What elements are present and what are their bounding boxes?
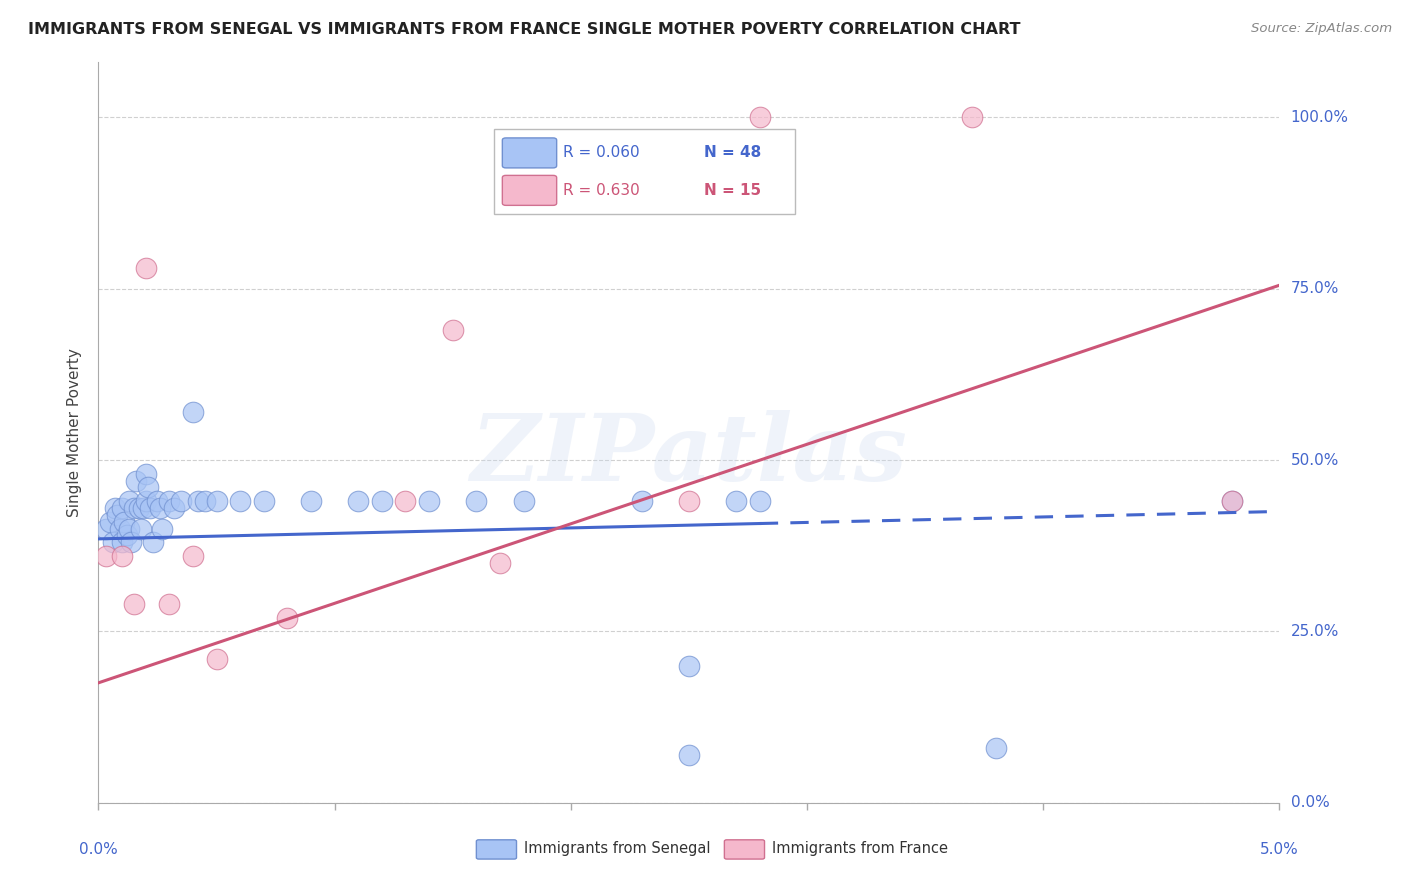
- Point: [678, 494, 700, 508]
- Text: Immigrants from France: Immigrants from France: [772, 841, 948, 856]
- Point: [108, 522, 131, 536]
- Point: [132, 501, 155, 516]
- Point: [157, 597, 180, 611]
- Point: [118, 522, 141, 536]
- Point: [146, 494, 169, 508]
- Point: [101, 535, 124, 549]
- Point: [170, 494, 193, 508]
- Point: [1220, 494, 1243, 508]
- Point: [748, 110, 770, 124]
- Text: R = 0.060: R = 0.060: [562, 145, 640, 161]
- Point: [149, 501, 172, 516]
- Point: [105, 508, 128, 522]
- Point: [347, 494, 370, 508]
- Point: [118, 494, 141, 508]
- Text: 75.0%: 75.0%: [1291, 281, 1339, 296]
- Text: 0.0%: 0.0%: [79, 842, 118, 856]
- Point: [111, 535, 134, 549]
- FancyBboxPatch shape: [724, 840, 765, 859]
- Point: [276, 610, 298, 624]
- Point: [111, 501, 134, 516]
- FancyBboxPatch shape: [502, 138, 557, 168]
- Text: 0.0%: 0.0%: [1291, 796, 1329, 810]
- Point: [150, 522, 173, 536]
- Point: [163, 501, 186, 516]
- Point: [253, 494, 276, 508]
- Point: [157, 494, 180, 508]
- Point: [984, 741, 1007, 756]
- Text: Immigrants from Senegal: Immigrants from Senegal: [523, 841, 710, 856]
- Point: [394, 494, 416, 508]
- Point: [94, 522, 117, 536]
- Point: [125, 474, 148, 488]
- Text: IMMIGRANTS FROM SENEGAL VS IMMIGRANTS FROM FRANCE SINGLE MOTHER POVERTY CORRELAT: IMMIGRANTS FROM SENEGAL VS IMMIGRANTS FR…: [28, 22, 1021, 37]
- FancyBboxPatch shape: [502, 176, 557, 205]
- Point: [111, 549, 134, 563]
- Point: [441, 323, 464, 337]
- Point: [187, 494, 209, 508]
- Point: [128, 501, 150, 516]
- Point: [205, 652, 228, 666]
- Point: [489, 556, 512, 570]
- Point: [142, 535, 165, 549]
- Point: [371, 494, 394, 508]
- Point: [962, 110, 984, 124]
- Point: [129, 522, 152, 536]
- Point: [725, 494, 748, 508]
- FancyBboxPatch shape: [477, 840, 516, 859]
- Point: [94, 549, 117, 563]
- Text: N = 15: N = 15: [704, 183, 762, 198]
- Point: [122, 501, 145, 516]
- Point: [135, 467, 157, 481]
- Point: [104, 501, 127, 516]
- Text: 5.0%: 5.0%: [1260, 842, 1299, 856]
- Point: [181, 405, 204, 419]
- Point: [630, 494, 652, 508]
- Text: R = 0.630: R = 0.630: [562, 183, 640, 198]
- Point: [299, 494, 322, 508]
- Text: ZIPatlas: ZIPatlas: [471, 409, 907, 500]
- Point: [98, 515, 121, 529]
- Point: [122, 597, 145, 611]
- Point: [135, 494, 157, 508]
- Text: N = 48: N = 48: [704, 145, 762, 161]
- Point: [135, 261, 157, 276]
- Y-axis label: Single Mother Poverty: Single Mother Poverty: [67, 348, 83, 517]
- Point: [418, 494, 440, 508]
- Point: [465, 494, 488, 508]
- Text: 25.0%: 25.0%: [1291, 624, 1339, 639]
- FancyBboxPatch shape: [494, 129, 796, 214]
- Point: [1220, 494, 1243, 508]
- Point: [678, 658, 700, 673]
- Point: [748, 494, 770, 508]
- Point: [512, 494, 534, 508]
- Text: 100.0%: 100.0%: [1291, 110, 1348, 125]
- Point: [139, 501, 162, 516]
- Point: [121, 535, 143, 549]
- Point: [678, 747, 700, 762]
- Point: [136, 480, 159, 494]
- Point: [229, 494, 252, 508]
- Point: [205, 494, 228, 508]
- Point: [115, 528, 138, 542]
- Text: 50.0%: 50.0%: [1291, 452, 1339, 467]
- Point: [194, 494, 217, 508]
- Point: [181, 549, 204, 563]
- Text: Source: ZipAtlas.com: Source: ZipAtlas.com: [1251, 22, 1392, 36]
- Point: [112, 515, 135, 529]
